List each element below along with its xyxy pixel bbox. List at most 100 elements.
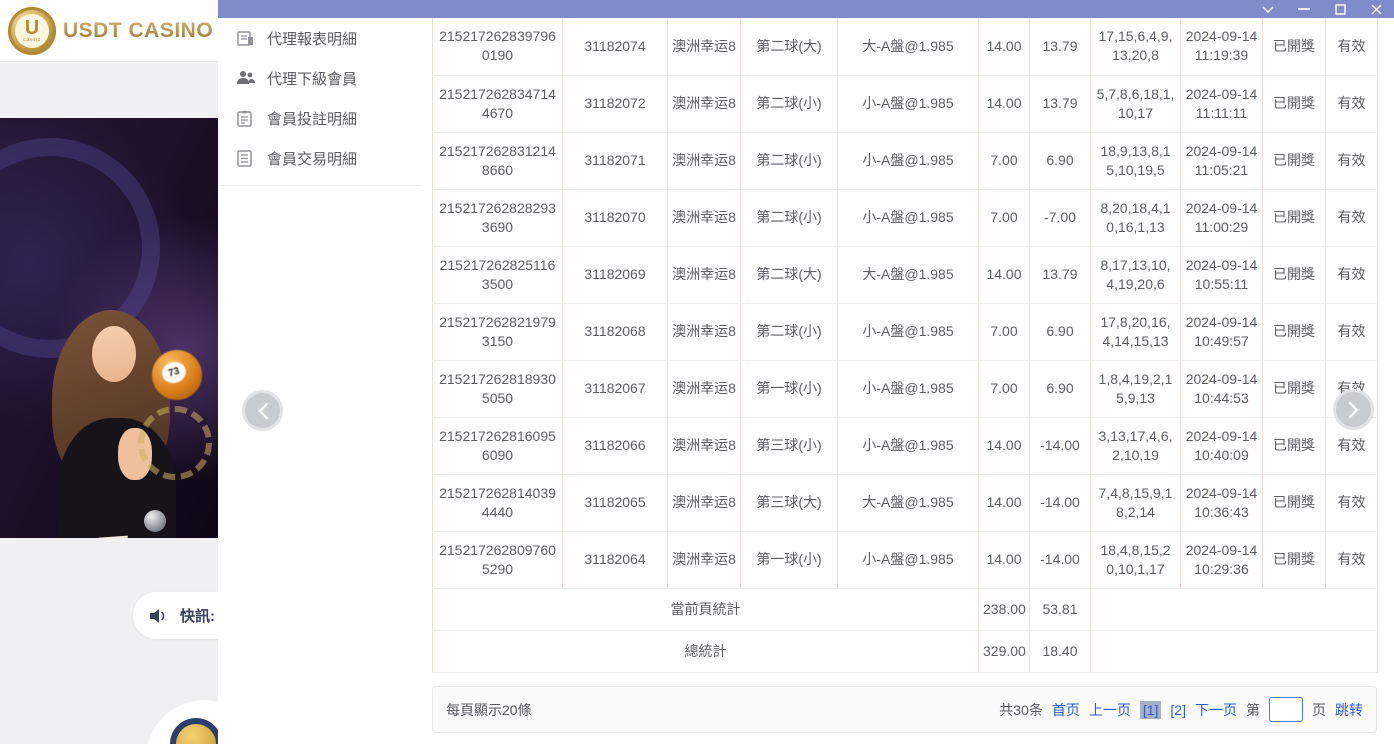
sidebar-item-agent-members[interactable]: 代理下級會員 xyxy=(218,58,422,98)
maximize-button[interactable] xyxy=(1332,1,1348,17)
cell-game: 澳洲幸运8 xyxy=(667,132,741,190)
cell-record-id: 31182071 xyxy=(562,132,668,190)
cell-profit: 6.90 xyxy=(1029,360,1091,418)
sidebar-item-agent-report[interactable]: 代理報表明細 xyxy=(218,18,422,58)
prev-page-link[interactable]: 上一页 xyxy=(1088,701,1131,718)
cell-amount: 14.00 xyxy=(978,417,1030,475)
sidebar-item-member-bets[interactable]: 會員投註明細 xyxy=(218,98,422,138)
total-count-label: 共30条 xyxy=(999,701,1043,718)
cell-bet-item: 第二球(小) xyxy=(740,189,838,247)
cell-time: 2024-09-14 11:00:29 xyxy=(1180,189,1263,247)
cell-order-no: 2152172628251163500 xyxy=(432,246,563,304)
cell-order-no: 2152172628397960190 xyxy=(432,18,563,76)
summary-row: 總統計 329.00 18.40 xyxy=(432,630,1378,673)
cell-amount: 7.00 xyxy=(978,303,1030,361)
cell-time: 2024-09-14 10:44:53 xyxy=(1180,360,1263,418)
jump-suffix-label: 页 xyxy=(1312,701,1326,718)
cell-game: 澳洲幸运8 xyxy=(667,417,741,475)
cell-numbers: 8,20,18,4,10,16,1,13 xyxy=(1090,189,1181,247)
carousel-left-arrow[interactable] xyxy=(242,390,283,431)
jump-page-input[interactable] xyxy=(1269,697,1303,722)
table-row: 2152172628397960190 31182074 澳洲幸运8 第二球(大) 大-… xyxy=(432,18,1378,76)
carousel-right-arrow[interactable] xyxy=(1333,389,1374,430)
cell-record-id: 31182064 xyxy=(562,531,668,589)
sidebar-item-label: 會員投註明細 xyxy=(267,110,358,128)
cell-profit: 13.79 xyxy=(1029,18,1091,76)
cell-game: 澳洲幸运8 xyxy=(667,75,741,133)
speaker-icon xyxy=(150,608,165,623)
minimize-button[interactable] xyxy=(1296,1,1312,17)
cell-play: 小-A盤@1.985 xyxy=(837,75,979,133)
member-transactions-icon xyxy=(237,149,254,167)
cell-status: 已開獎 xyxy=(1262,75,1326,133)
sidebar-item-label: 會員交易明細 xyxy=(267,150,358,168)
page-size-label: 每頁顯示20條 xyxy=(446,701,532,718)
summary-empty xyxy=(1090,588,1378,631)
cell-order-no: 2152172628312148660 xyxy=(432,132,563,190)
cell-profit: 6.90 xyxy=(1029,132,1091,190)
cell-numbers: 1,8,4,19,2,15,9,13 xyxy=(1090,360,1181,418)
cell-profit: 13.79 xyxy=(1029,246,1091,304)
table-row: 2152172628282933690 31182070 澳洲幸运8 第二球(小) 小-… xyxy=(432,189,1378,247)
cell-bet-item: 第一球(小) xyxy=(740,531,838,589)
cell-play: 大-A盤@1.985 xyxy=(837,474,979,532)
sidebar-item-label: 代理下級會員 xyxy=(267,70,358,88)
cell-record-id: 31182070 xyxy=(562,189,668,247)
cell-time: 2024-09-14 11:11:11 xyxy=(1180,75,1263,133)
cell-valid: 有效 xyxy=(1325,75,1378,133)
site-header: U casino USDT CASINO xyxy=(0,0,218,62)
bet-records-table-wrap: 2152172628397960190 31182074 澳洲幸运8 第二球(大) 大-… xyxy=(432,18,1378,673)
cell-amount: 14.00 xyxy=(978,18,1030,76)
admin-panel: 代理報表明細 代理下級會員 會員投註明細 會員交易明細 xyxy=(218,18,1394,744)
cell-amount: 7.00 xyxy=(978,189,1030,247)
cell-status: 已開獎 xyxy=(1262,132,1326,190)
cell-status: 已開獎 xyxy=(1262,474,1326,532)
cell-amount: 14.00 xyxy=(978,246,1030,304)
cell-bet-item: 第二球(小) xyxy=(740,75,838,133)
bet-table-body: 2152172628397960190 31182074 澳洲幸运8 第二球(大) 大-… xyxy=(432,18,1378,673)
cell-order-no: 2152172628097605290 xyxy=(432,531,563,589)
cell-bet-item: 第一球(小) xyxy=(740,360,838,418)
cell-play: 大-A盤@1.985 xyxy=(837,246,979,304)
summary-profit: 18.40 xyxy=(1029,630,1091,673)
pagination-bar: 每頁顯示20條 共30条 首页 上一页 [1] [2] 下一页 第 页 跳转 xyxy=(432,686,1377,733)
cell-record-id: 31182067 xyxy=(562,360,668,418)
page-2-link[interactable]: [2] xyxy=(1170,701,1186,718)
cell-numbers: 18,4,8,15,20,10,1,17 xyxy=(1090,531,1181,589)
next-page-link[interactable]: 下一页 xyxy=(1195,701,1237,718)
table-row: 2152172628189305050 31182067 澳洲幸运8 第一球(小) 小-… xyxy=(432,360,1378,418)
cell-numbers: 17,15,6,4,9,13,20,8 xyxy=(1090,18,1181,76)
cell-status: 已開獎 xyxy=(1262,303,1326,361)
cell-profit: 13.79 xyxy=(1029,75,1091,133)
cell-profit: -14.00 xyxy=(1029,417,1091,475)
jump-button[interactable]: 跳转 xyxy=(1335,701,1363,718)
cell-bet-item: 第二球(大) xyxy=(740,246,838,304)
cell-numbers: 17,8,20,16,4,14,15,13 xyxy=(1090,303,1181,361)
jump-prefix-label: 第 xyxy=(1246,701,1260,718)
cell-play: 小-A盤@1.985 xyxy=(837,132,979,190)
summary-label: 總統計 xyxy=(432,630,979,673)
cell-order-no: 2152172628347144670 xyxy=(432,75,563,133)
cell-game: 澳洲幸运8 xyxy=(667,474,741,532)
pagination-controls: 共30条 首页 上一页 [1] [2] 下一页 第 页 跳转 xyxy=(999,697,1363,722)
cell-valid: 有效 xyxy=(1325,303,1378,361)
first-page-link[interactable]: 首页 xyxy=(1051,701,1080,718)
cell-record-id: 31182065 xyxy=(562,474,668,532)
cell-time: 2024-09-14 11:05:21 xyxy=(1180,132,1263,190)
ticker-label: 快訊: xyxy=(180,608,215,625)
hero-banner-image: 7 15 73 xyxy=(0,118,218,538)
cell-game: 澳洲幸运8 xyxy=(667,189,741,247)
cell-valid: 有效 xyxy=(1325,189,1378,247)
cell-game: 澳洲幸运8 xyxy=(667,360,741,418)
page-1-current[interactable]: [1] xyxy=(1139,700,1162,719)
chevron-down-icon[interactable] xyxy=(1260,1,1276,17)
cell-record-id: 31182066 xyxy=(562,417,668,475)
close-button[interactable] xyxy=(1368,1,1384,17)
cell-game: 澳洲幸运8 xyxy=(667,531,741,589)
cell-order-no: 2152172628189305050 xyxy=(432,360,563,418)
summary-empty xyxy=(1090,630,1378,673)
cell-valid: 有效 xyxy=(1325,474,1378,532)
cell-numbers: 8,17,13,10,4,19,20,6 xyxy=(1090,246,1181,304)
sidebar-item-member-transactions[interactable]: 會員交易明細 xyxy=(218,138,422,178)
